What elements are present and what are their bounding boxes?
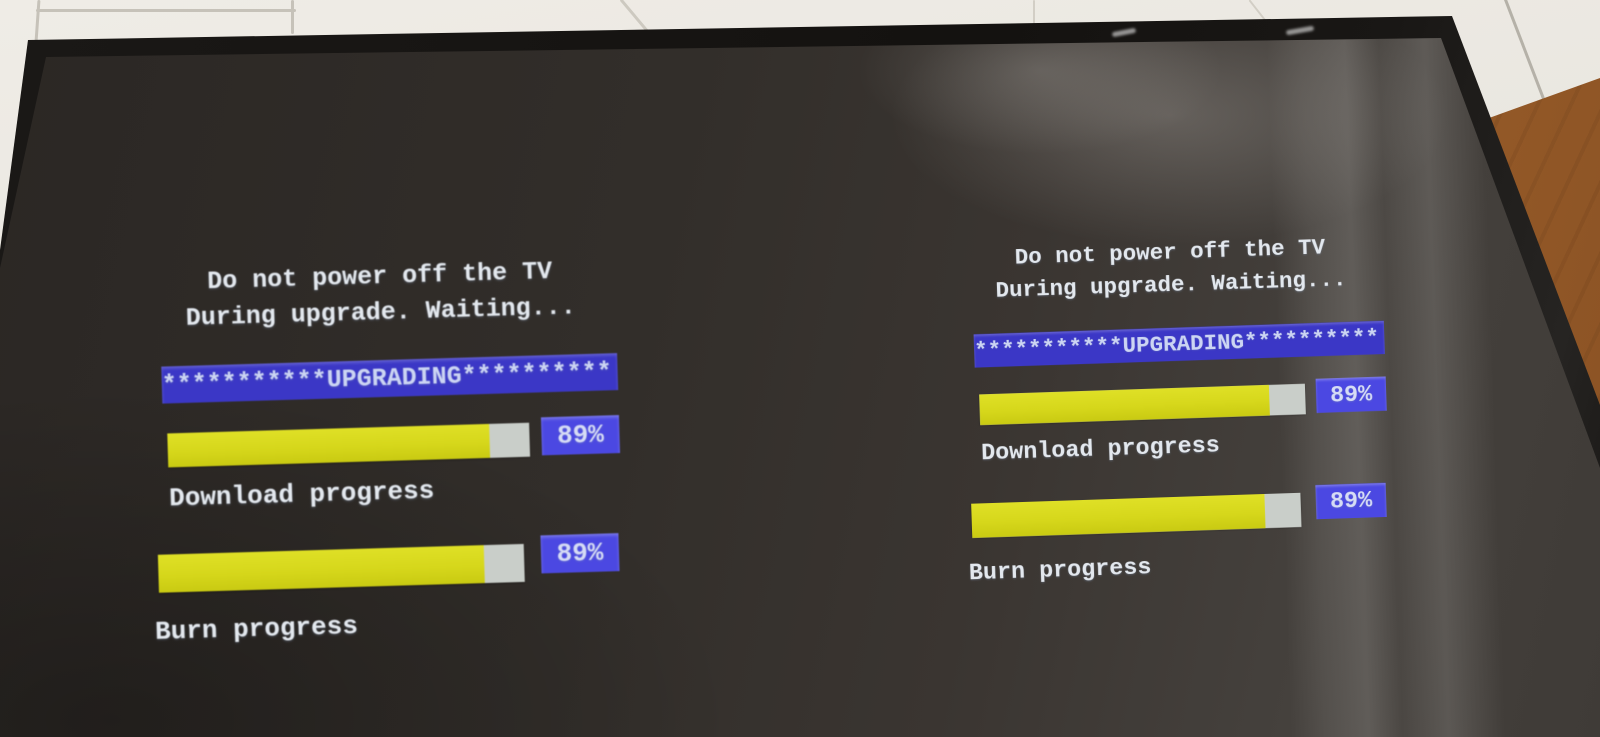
- upgrade-panel-right: Do not power off the TV During upgrade. …: [958, 229, 1393, 598]
- warning-text-line2: During upgrade. Waiting...: [995, 266, 1347, 304]
- burn-progress-label: Burn progress: [154, 610, 359, 647]
- download-progress-label: Download progress: [168, 475, 435, 514]
- tile-grout-line: [291, 0, 294, 34]
- download-progress-row: 89%: [149, 415, 621, 473]
- upgrade-panel-left: Do not power off the TV During upgrade. …: [144, 251, 626, 660]
- upgrading-banner: ***********UPGRADING**********: [161, 353, 619, 404]
- burn-progress-row: 89%: [967, 482, 1391, 540]
- tile-grout-line: [34, 0, 41, 43]
- download-progress-fill: [979, 384, 1271, 426]
- warning-text-line1: Do not power off the TV: [206, 256, 553, 297]
- burn-progress-fill: [157, 545, 485, 593]
- burn-percent-badge: 89%: [1315, 482, 1387, 520]
- bezel-scuff-mark: [1285, 25, 1315, 36]
- burn-percent-badge: 89%: [540, 533, 620, 574]
- download-progress-track: [167, 422, 531, 468]
- download-progress-fill: [167, 423, 491, 468]
- download-percent-badge: 89%: [540, 415, 621, 456]
- download-progress-track: [979, 383, 1306, 426]
- burn-progress-track: [157, 543, 525, 593]
- bezel-scuff-mark: [1111, 27, 1137, 38]
- burn-progress-fill: [971, 493, 1266, 538]
- upgrading-banner: ***********UPGRADING**********: [973, 320, 1385, 368]
- burn-progress-row: 89%: [153, 533, 624, 595]
- download-progress-label: Download progress: [980, 431, 1221, 467]
- burn-progress-label: Burn progress: [968, 553, 1152, 587]
- burn-progress-track: [971, 492, 1302, 538]
- download-progress-row: 89%: [963, 376, 1387, 430]
- download-percent-badge: 89%: [1315, 376, 1387, 414]
- tile-grout-line: [36, 9, 296, 12]
- tile-grout-line: [1033, 0, 1035, 28]
- warning-text-line2: During upgrade. Waiting...: [185, 292, 577, 333]
